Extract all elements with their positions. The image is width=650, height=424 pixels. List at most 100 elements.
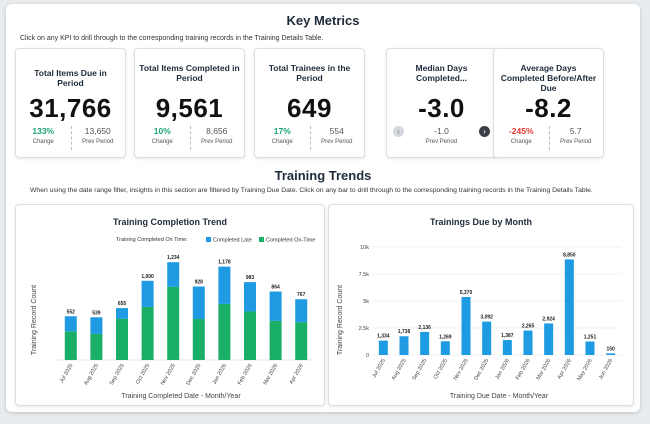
bar-ontime (244, 311, 256, 360)
bar (564, 259, 574, 355)
kpi-value: -8.2 (525, 93, 572, 123)
data-label: 983 (246, 275, 255, 281)
kpi-median-days-completed[interactable]: Median Days Completed... -3.0 ‹ -1.0 Pre… (386, 48, 497, 158)
legend-swatch-late (206, 237, 211, 242)
data-label: 1,334 (377, 334, 390, 340)
kpi-prev-label: Prev Period (425, 139, 458, 145)
bar-late (244, 282, 256, 312)
x-tick-label: Jul 2025 (371, 358, 387, 379)
bar (461, 297, 471, 355)
kpi-value: 9,561 (155, 93, 224, 123)
bar (544, 323, 554, 355)
bar-ontime (295, 322, 308, 360)
kpi-value: 31,766 (29, 93, 112, 123)
x-tick-label: Aug 2025 (391, 358, 408, 381)
x-tick-label: Sep 2025 (411, 358, 428, 381)
x-tick-label: Jan 2026 (212, 363, 229, 386)
completion-trend-chart: Training Completed On Time: Completed La… (31, 237, 315, 400)
data-label: 1,178 (218, 260, 231, 266)
bar (585, 341, 595, 355)
x-tick-label: Feb 2026 (515, 358, 532, 381)
bar-ontime (269, 320, 282, 360)
kpi-prev-label: Prev Period (82, 139, 114, 145)
bar-ontime (141, 306, 154, 360)
bar-ontime (167, 286, 180, 360)
kpi-total-items-due[interactable]: Total Items Due in Period 31,766 133% Cha… (15, 48, 126, 158)
data-label: 1,234 (167, 255, 180, 261)
kpi-value: 649 (287, 93, 332, 123)
bar (378, 340, 388, 355)
kpi-average-days-completed[interactable]: Average Days Completed Before/After Due … (493, 48, 604, 158)
y-tick-label: 2.5k (359, 326, 370, 332)
bar (606, 353, 616, 355)
x-tick-label: May 2026 (576, 358, 593, 382)
kpi-title: Median Days Completed... (415, 63, 468, 83)
x-tick-label: Nov 2025 (160, 363, 177, 386)
key-metrics-title: Key Metrics (286, 13, 360, 28)
divider (548, 126, 550, 150)
key-metrics-description: Click on any KPI to drill through to the… (20, 35, 324, 42)
kpi-change-label: Change (271, 139, 293, 145)
legend-label-ontime: Completed On-Time (266, 238, 315, 244)
kpi-prev-label: Prev Period (560, 139, 592, 145)
chevron-right-icon[interactable]: › (479, 126, 490, 137)
dashboard-panel: Key Metrics Click on any KPI to drill th… (6, 4, 640, 412)
x-tick-label: Dec 2025 (186, 363, 203, 386)
kpi-title: Total Items Completed in Period (139, 63, 240, 83)
data-label: 2,265 (522, 324, 535, 330)
kpi-prev: 554 (329, 126, 344, 136)
bar (420, 331, 430, 355)
legend-swatch-ontime (259, 237, 264, 242)
x-tick-label: Oct 2025 (433, 358, 449, 380)
kpi-total-items-completed[interactable]: Total Items Completed in Period 9,561 10… (134, 48, 245, 158)
kpi-value: -3.0 (418, 93, 465, 123)
kpi-title: Average Days Completed Before/After Due (500, 63, 597, 93)
y-tick-label: 7.5k (359, 272, 370, 278)
kpi-change: 133% (32, 126, 55, 136)
kpi-prev-label: Prev Period (201, 139, 233, 145)
data-label: 1,269 (439, 334, 452, 340)
bar-late (167, 262, 180, 287)
kpi-change: 17% (273, 126, 291, 136)
bar-late (218, 266, 231, 304)
x-tick-label: Nov 2025 (453, 358, 470, 381)
data-label: 8,850 (563, 252, 576, 258)
kpi-prev: 5.7 (569, 126, 582, 136)
kpi-title: Total Trainees in the Period (268, 63, 351, 83)
divider (70, 126, 72, 150)
data-label: 2,924 (542, 316, 555, 322)
data-label: 539 (92, 310, 101, 316)
data-label: 2,136 (418, 325, 431, 331)
bar (399, 336, 409, 355)
data-label: 928 (195, 279, 204, 285)
x-tick-label: Jul 2025 (59, 363, 75, 384)
x-tick-label: Mar 2026 (263, 363, 280, 386)
x-axis-label: Training Completed Date - Month/Year (121, 393, 241, 400)
data-label: 1,738 (398, 329, 411, 335)
kpi-total-trainees[interactable]: Total Trainees in the Period 649 17% Chan… (254, 48, 365, 158)
bar-late (269, 291, 282, 321)
bar-ontime (90, 333, 103, 360)
x-tick-label: Mar 2026 (536, 358, 553, 381)
y-tick-label: 0 (366, 353, 369, 359)
bar-ontime (192, 318, 205, 360)
chart-title: Trainings Due by Month (429, 217, 532, 227)
x-tick-label: Oct 2025 (135, 363, 151, 385)
kpi-prev-label: Prev Period (321, 139, 353, 145)
data-label: 767 (297, 292, 306, 298)
bar (482, 321, 492, 355)
bar-ontime (218, 303, 231, 360)
x-tick-label: Dec 2025 (473, 358, 490, 381)
bar-late (116, 308, 128, 319)
x-axis-label: Training Due Date - Month/Year (450, 393, 549, 400)
kpi-change-label: Change (32, 139, 54, 145)
bar (523, 330, 533, 355)
x-tick-label: Aug 2025 (83, 363, 100, 386)
y-tick-label: 5k (363, 299, 369, 305)
trainings-due-chart: Training Record Count Training Due Date … (337, 245, 621, 400)
x-tick-label: Jun 2026 (598, 358, 615, 381)
kpi-change: 10% (153, 126, 171, 136)
data-label: 5,370 (460, 290, 473, 296)
chevron-left-icon[interactable]: ‹ (393, 126, 404, 137)
data-label: 864 (271, 285, 280, 291)
